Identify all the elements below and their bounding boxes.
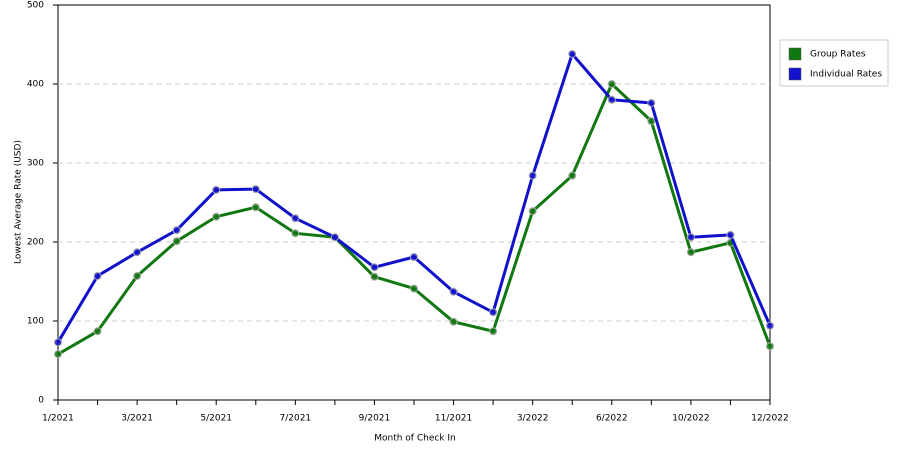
legend-swatch [788,67,802,81]
point [449,317,458,326]
legend-label: Individual Rates [810,70,882,80]
point [251,203,260,212]
point [212,185,221,194]
point [686,233,695,242]
point [133,271,142,280]
x-tick-label: 3/2021 [121,414,153,424]
x-tick-label: 7/2021 [279,414,311,424]
x-tick-label: 3/2022 [517,414,549,424]
point [212,212,221,221]
plot-area [57,4,771,401]
point [726,230,735,239]
y-axis-title: Lowest Average Rate (USD) [14,140,24,264]
point [410,253,418,262]
point [489,308,498,317]
legend-label: Group Rates [810,50,866,60]
point [133,248,142,257]
point [766,321,774,330]
point [54,350,62,359]
point [172,226,181,235]
x-tick-label: 1/2021 [42,414,74,424]
x-tick-label: 5/2021 [200,414,232,424]
point [528,171,537,180]
y-tick-label: 200 [27,238,44,248]
point [766,342,774,351]
point [370,272,379,281]
point [489,327,498,336]
point [251,185,260,194]
point [568,49,577,58]
point [647,117,656,126]
point [370,263,379,272]
point [647,98,656,107]
point [93,327,102,336]
point [291,214,300,223]
y-tick-label: 300 [27,159,44,169]
legend-swatch [788,47,802,61]
point [568,171,577,180]
point [686,248,695,257]
point [410,284,418,293]
x-tick-label: 12/2022 [751,414,788,424]
series-line [57,82,772,356]
point [93,271,102,280]
series-line [56,52,772,344]
point [330,233,339,242]
x-axis-title: Month of Check In [374,434,456,444]
y-tick-label: 400 [27,80,44,90]
x-tick-label: 11/2021 [435,414,472,424]
point [607,95,616,104]
x-tick-label: 6/2022 [596,414,628,424]
x-tick-label: 9/2021 [359,414,391,424]
y-tick-label: 100 [27,317,44,327]
point [607,80,616,88]
y-tick-label: 0 [38,396,44,406]
x-tick-label: 10/2022 [672,414,709,424]
point [291,229,300,238]
point [172,237,181,246]
point [449,287,458,296]
y-tick-label: 500 [27,1,44,11]
point [528,207,537,216]
point [54,338,62,347]
